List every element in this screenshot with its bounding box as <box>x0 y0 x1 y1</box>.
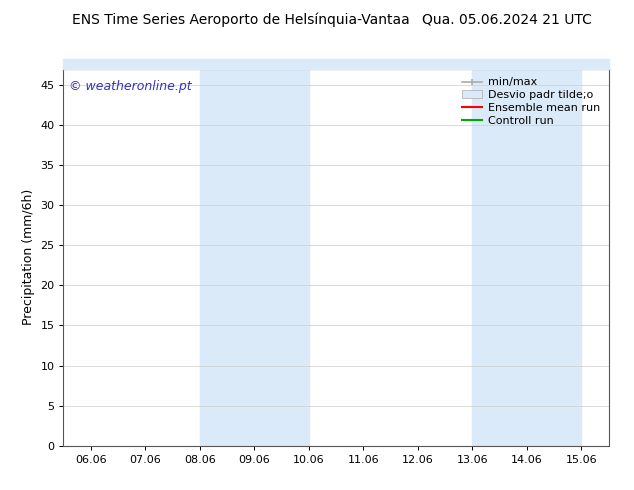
Text: ENS Time Series Aeroporto de Helsínquia-Vantaa: ENS Time Series Aeroporto de Helsínquia-… <box>72 12 410 27</box>
FancyBboxPatch shape <box>63 59 609 69</box>
Y-axis label: Precipitation (mm/6h): Precipitation (mm/6h) <box>22 189 35 325</box>
Legend: min/max, Desvio padr tilde;o, Ensemble mean run, Controll run: min/max, Desvio padr tilde;o, Ensemble m… <box>458 74 603 129</box>
Text: © weatheronline.pt: © weatheronline.pt <box>69 80 191 93</box>
Text: Qua. 05.06.2024 21 UTC: Qua. 05.06.2024 21 UTC <box>422 12 592 26</box>
Bar <box>200 69 309 446</box>
Bar <box>472 69 581 446</box>
